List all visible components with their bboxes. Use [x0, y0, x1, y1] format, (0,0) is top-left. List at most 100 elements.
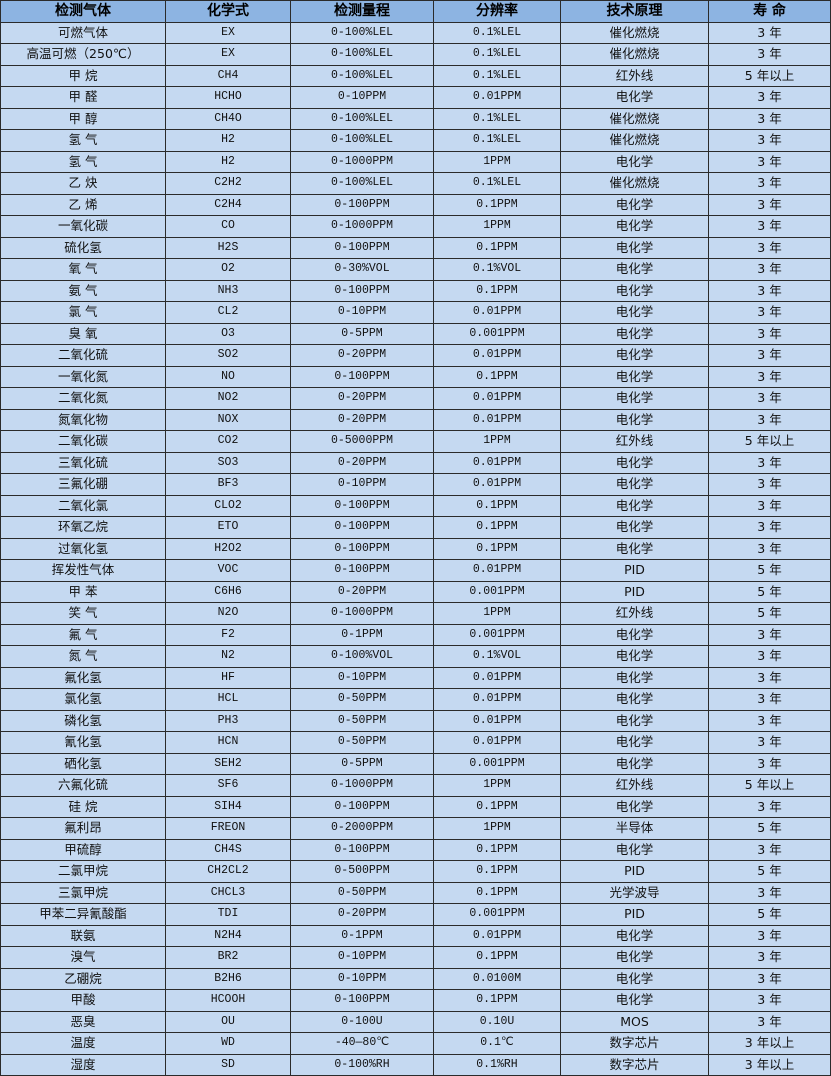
cell-resolution: 0.01PPM [433, 86, 561, 109]
cell-range: 0-100PPM [290, 989, 434, 1012]
cell-principle: 电化学 [560, 516, 709, 539]
cell-resolution: 0.01PPM [433, 451, 561, 474]
cell-range: 0-5PPM [290, 322, 434, 345]
cell-lifetime: 3 年 [708, 1010, 831, 1033]
cell-formula: FREON [165, 817, 291, 840]
table-row: 乙 炔 C2H2 0-100%LEL 0.1%LEL 催化燃烧 3 年 [0, 172, 831, 195]
cell-principle: 数字芯片 [560, 1053, 709, 1076]
table-row: 过氧化氢 H2O2 0-100PPM 0.1PPM 电化学 3 年 [0, 537, 831, 560]
cell-range: 0-100%LEL [290, 107, 434, 130]
cell-principle: 电化学 [560, 494, 709, 517]
cell-resolution: 0.1PPM [433, 881, 561, 904]
table-row: 恶臭 OU 0-100U 0.10U MOS 3 年 [0, 1010, 831, 1033]
cell-range: 0-50PPM [290, 709, 434, 732]
cell-resolution: 0.1PPM [433, 279, 561, 302]
cell-formula: N2O [165, 602, 291, 625]
cell-gas: 可燃气体 [0, 21, 166, 44]
table-row: 氯 气 CL2 0-10PPM 0.01PPM 电化学 3 年 [0, 301, 831, 324]
cell-formula: CH4O [165, 107, 291, 130]
cell-formula: BF3 [165, 473, 291, 496]
header-principle: 技术原理 [560, 0, 709, 23]
cell-range: 0-100%VOL [290, 645, 434, 668]
cell-formula: SF6 [165, 774, 291, 797]
cell-formula: OU [165, 1010, 291, 1033]
cell-range: 0-100PPM [290, 559, 434, 582]
cell-principle: MOS [560, 1010, 709, 1033]
cell-range: 0-20PPM [290, 580, 434, 603]
table-row: 硒化氢 SEH2 0-5PPM 0.001PPM 电化学 3 年 [0, 752, 831, 775]
cell-gas: 联氨 [0, 924, 166, 947]
table-row: 氢 气 H2 0-1000PPM 1PPM 电化学 3 年 [0, 150, 831, 173]
cell-resolution: 0.01PPM [433, 473, 561, 496]
cell-range: 0-100%LEL [290, 43, 434, 66]
table-row: 一氧化碳 CO 0-1000PPM 1PPM 电化学 3 年 [0, 215, 831, 238]
cell-gas: 氮氧化物 [0, 408, 166, 431]
header-gas: 检测气体 [0, 0, 166, 23]
cell-resolution: 0.1PPM [433, 193, 561, 216]
cell-lifetime: 3 年 [708, 709, 831, 732]
header-range: 检测量程 [290, 0, 434, 23]
cell-formula: CO [165, 215, 291, 238]
cell-lifetime: 3 年 [708, 924, 831, 947]
cell-lifetime: 3 年 [708, 989, 831, 1012]
cell-formula: C2H2 [165, 172, 291, 195]
cell-lifetime: 3 年 [708, 215, 831, 238]
cell-range: 0-1000PPM [290, 150, 434, 173]
cell-range: 0-100PPM [290, 236, 434, 259]
cell-gas: 硫化氢 [0, 236, 166, 259]
cell-resolution: 0.1PPM [433, 516, 561, 539]
cell-lifetime: 3 年 [708, 731, 831, 754]
cell-range: 0-100%LEL [290, 129, 434, 152]
cell-lifetime: 5 年 [708, 580, 831, 603]
cell-resolution: 0.01PPM [433, 666, 561, 689]
cell-lifetime: 3 年 [708, 537, 831, 560]
cell-principle: PID [560, 903, 709, 926]
cell-gas: 甲 烷 [0, 64, 166, 87]
cell-principle: 红外线 [560, 64, 709, 87]
cell-range: 0-100PPM [290, 516, 434, 539]
cell-principle: 电化学 [560, 301, 709, 324]
cell-range: 0-30%VOL [290, 258, 434, 281]
cell-lifetime: 3 年 [708, 322, 831, 345]
cell-formula: CHCL3 [165, 881, 291, 904]
cell-resolution: 0.0100M [433, 967, 561, 990]
cell-lifetime: 3 年 [708, 279, 831, 302]
cell-range: 0-10PPM [290, 473, 434, 496]
cell-principle: 电化学 [560, 688, 709, 711]
cell-resolution: 0.01PPM [433, 559, 561, 582]
cell-gas: 笑 气 [0, 602, 166, 625]
cell-principle: PID [560, 559, 709, 582]
cell-lifetime: 3 年 [708, 408, 831, 431]
cell-principle: PID [560, 860, 709, 883]
cell-principle: 电化学 [560, 387, 709, 410]
table-row: 氮 气 N2 0-100%VOL 0.1%VOL 电化学 3 年 [0, 645, 831, 668]
cell-principle: 电化学 [560, 215, 709, 238]
cell-gas: 一氧化碳 [0, 215, 166, 238]
cell-range: 0-1PPM [290, 623, 434, 646]
cell-principle: 电化学 [560, 838, 709, 861]
table-row: 甲硫醇 CH4S 0-100PPM 0.1PPM 电化学 3 年 [0, 838, 831, 861]
cell-resolution: 0.01PPM [433, 709, 561, 732]
cell-lifetime: 3 年 [708, 129, 831, 152]
cell-resolution: 0.1PPM [433, 989, 561, 1012]
table-row: 甲苯二异氰酸酯 TDI 0-20PPM 0.001PPM PID 5 年 [0, 903, 831, 926]
cell-lifetime: 3 年 [708, 387, 831, 410]
table-row: 湿度 SD 0-100%RH 0.1%RH 数字芯片 3 年以上 [0, 1053, 831, 1076]
cell-range: 0-20PPM [290, 451, 434, 474]
cell-resolution: 0.001PPM [433, 903, 561, 926]
cell-formula: F2 [165, 623, 291, 646]
cell-gas: 氟利昂 [0, 817, 166, 840]
cell-lifetime: 3 年 [708, 172, 831, 195]
cell-principle: 电化学 [560, 967, 709, 990]
cell-lifetime: 3 年 [708, 473, 831, 496]
cell-principle: 电化学 [560, 365, 709, 388]
cell-resolution: 0.01PPM [433, 344, 561, 367]
cell-formula: C2H4 [165, 193, 291, 216]
cell-principle: 电化学 [560, 645, 709, 668]
cell-range: 0-1000PPM [290, 602, 434, 625]
cell-lifetime: 3 年 [708, 86, 831, 109]
cell-resolution: 0.1%LEL [433, 129, 561, 152]
cell-principle: 红外线 [560, 774, 709, 797]
cell-resolution: 1PPM [433, 215, 561, 238]
cell-principle: 红外线 [560, 430, 709, 453]
